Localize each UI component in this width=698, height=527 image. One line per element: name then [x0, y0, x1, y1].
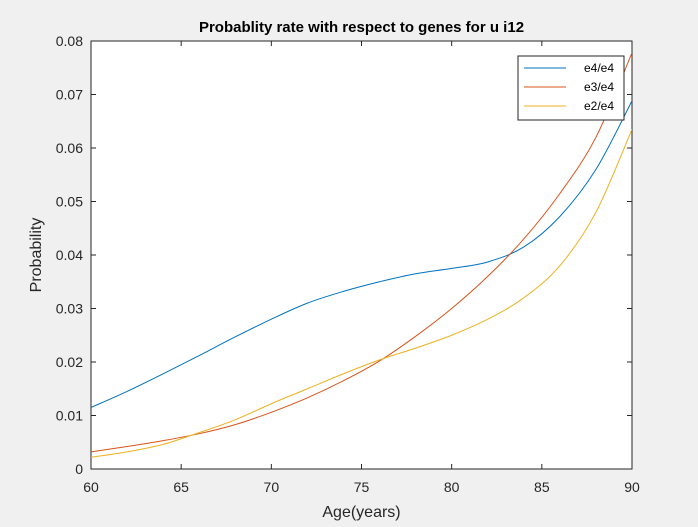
x-tick-label: 65	[173, 479, 189, 495]
series-line-3	[91, 129, 632, 458]
series-line-1	[91, 100, 632, 408]
legend-label: e3/e4	[584, 80, 614, 94]
y-tick-label: 0.08	[56, 33, 83, 49]
x-axis-label: Age(years)	[322, 504, 400, 521]
x-tick-label: 70	[264, 479, 280, 495]
y-tick-label: 0.06	[56, 140, 83, 156]
y-axis-label: Probability	[28, 218, 45, 293]
legend-label: e4/e4	[584, 61, 614, 75]
legend: e4/e4 e3/e4 e2/e4	[517, 55, 625, 121]
legend-label: e2/e4	[584, 99, 614, 113]
y-tick-label: 0.07	[56, 87, 83, 103]
y-tick-label: 0.02	[56, 354, 83, 370]
y-tick-label: 0.03	[56, 301, 83, 317]
x-tick-label: 60	[83, 479, 99, 495]
legend-box	[517, 55, 625, 121]
y-tick-label: 0.05	[56, 194, 83, 210]
x-tick-label: 75	[354, 479, 370, 495]
y-tick-label: 0	[75, 461, 83, 477]
x-tick-label: 85	[534, 479, 550, 495]
y-tick-label: 0.01	[56, 408, 83, 424]
series-line-2	[91, 52, 632, 453]
chart-title: Probablity rate with respect to genes fo…	[199, 19, 524, 36]
y-tick-label: 0.04	[56, 247, 83, 263]
x-tick-label: 80	[444, 479, 460, 495]
x-tick-label: 90	[624, 479, 640, 495]
